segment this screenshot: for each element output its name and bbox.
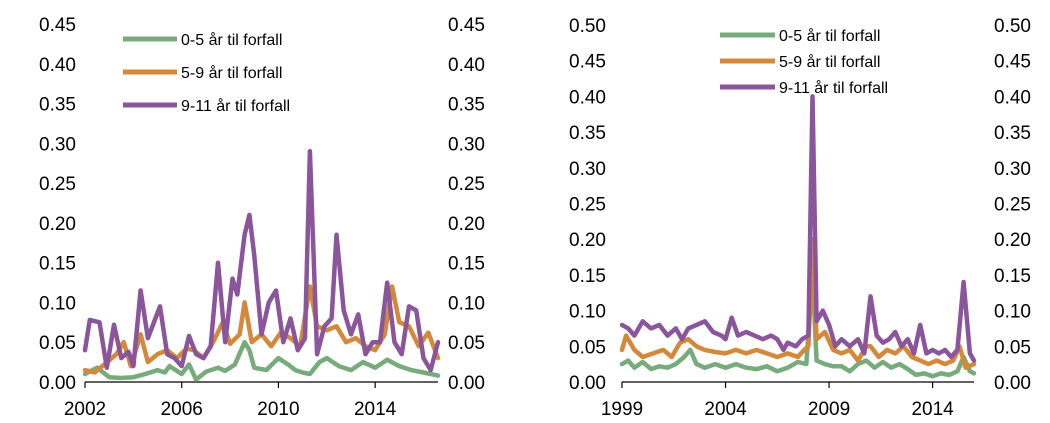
series-line-1 [82,339,441,382]
y-tick-label-left: 0.30 [569,159,606,180]
legend-label: 5-9 år til forfall [181,64,282,82]
y-tick-label-right: 0.20 [448,214,485,235]
legend: 0-5 år til forfall 5-9 år til forfall 9-11… [123,31,290,115]
y-tick-label-right: 0.15 [448,254,485,275]
x-tick-label: 2010 [257,399,299,420]
y-tick-label-left: 0.45 [39,15,76,36]
y-tick-label-left: 0.40 [569,87,606,108]
x-tick-label: 2006 [161,399,203,420]
y-tick-label-right: 0.00 [994,373,1031,394]
series-line-3 [82,149,441,373]
y-tick-label-left: 0.30 [39,134,76,155]
legend-label: 0-5 år til forfall [181,31,282,49]
y-tick-label-right: 0.40 [994,87,1031,108]
y-tick-label-right: 0.30 [994,159,1031,180]
x-tick-label: 2004 [704,399,747,420]
series-line-3 [619,94,977,363]
y-tick-label-left: 0.20 [39,214,76,235]
y-tick-label-left: 0.35 [39,95,76,116]
y-tick-label-left: 0.00 [39,373,76,394]
y-tick-label-left: 0.15 [569,266,606,287]
chart-2: 0.00 0.05 0.10 0.15 0.20 0.25 0.30 0.35 0.40 0.45… [569,16,1031,420]
y-tick-label-right: 0.10 [994,302,1031,323]
legend-label: 5-9 år til forfall [779,53,880,71]
y-tick-label-right: 0.45 [994,52,1031,73]
y-tick-label-left: 0.35 [569,123,606,144]
legend-label: 9-11 år til forfall [779,79,888,97]
y-tick-label-right: 0.15 [994,266,1031,287]
y-tick-label-left: 0.05 [39,333,76,354]
x-tick-label: 2014 [911,399,954,420]
y-tick-label-right: 0.50 [994,16,1031,37]
y-tick-label-left: 0.25 [569,195,606,216]
y-tick-label-right: 0.00 [448,373,485,394]
x-tick-label: 2014 [354,399,397,420]
y-tick-label-left: 0.40 [39,55,76,76]
y-tick-label-left: 0.00 [569,373,606,394]
legend-label: 0-5 år til forfall [779,27,880,45]
y-tick-label-right: 0.20 [994,230,1031,251]
y-tick-label-right: 0.35 [994,123,1031,144]
legend: 0-5 år til forfall 5-9 år til forfall 9-11… [720,27,888,97]
x-tick-label: 2009 [808,399,850,420]
y-tick-label-left: 0.05 [569,337,606,358]
x-tick-label: 1999 [601,399,643,420]
y-tick-label-right: 0.35 [448,95,485,116]
y-tick-label-right: 0.25 [994,195,1031,216]
y-tick-label-left: 0.50 [569,16,606,37]
y-tick-label-right: 0.05 [448,333,485,354]
series-line-2 [619,236,977,370]
chart-1: 0.00 0.05 0.10 0.15 0.20 0.25 0.30 0.35 0.40 0.45… [39,15,485,420]
y-tick-label-left: 0.10 [569,302,606,323]
y-tick-label-left: 0.45 [569,52,606,73]
y-tick-label-left: 0.10 [39,293,76,314]
y-tick-label-right: 0.45 [448,15,485,36]
legend-label: 9-11 år til forfall [181,97,290,115]
y-tick-label-right: 0.10 [448,293,485,314]
y-tick-label-left: 0.20 [569,230,606,251]
y-tick-label-left: 0.15 [39,254,76,275]
y-tick-label-right: 0.05 [994,337,1031,358]
y-tick-label-left: 0.25 [39,174,76,195]
y-tick-label-right: 0.30 [448,134,485,155]
y-tick-label-right: 0.40 [448,55,485,76]
x-tick-label: 2002 [64,399,106,420]
y-tick-label-right: 0.25 [448,174,485,195]
